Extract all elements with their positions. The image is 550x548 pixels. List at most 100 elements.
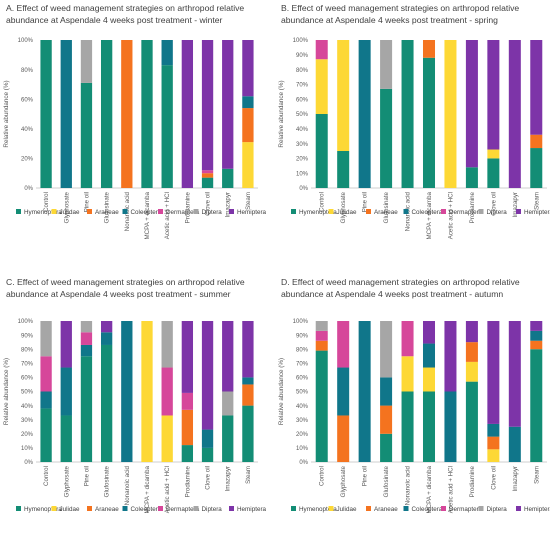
y-tick-label: 0% xyxy=(24,460,33,466)
legend-label: Coleoptera xyxy=(131,506,162,513)
bar-segment xyxy=(60,40,72,188)
bar-segment xyxy=(161,40,173,66)
bar-segment xyxy=(444,40,457,188)
bar-segment xyxy=(530,40,543,135)
x-tick-label: Imazapyr xyxy=(512,466,519,491)
y-tick-label: 100% xyxy=(18,319,34,325)
bar-segment xyxy=(201,173,214,178)
y-tick-label: 90% xyxy=(21,333,34,339)
bar-segment xyxy=(380,433,393,462)
bar-segment xyxy=(465,321,478,343)
x-tick-label: Steam xyxy=(533,192,540,210)
y-tick-label: 40% xyxy=(296,404,309,410)
legend-label: Dermaptera xyxy=(166,209,200,216)
x-tick-label: Steam xyxy=(533,466,540,484)
x-tick-label: Clove oil xyxy=(490,466,497,490)
x-tick-label: Acetic acid + HCl xyxy=(447,466,454,513)
bar-segment xyxy=(161,321,173,368)
y-tick-label: 80% xyxy=(21,347,34,353)
x-tick-label: Control xyxy=(43,192,50,212)
y-tick-label: 100% xyxy=(293,319,309,325)
x-tick-label: Pine oil xyxy=(83,192,90,212)
bar-segment xyxy=(358,321,371,462)
legend-swatch xyxy=(441,209,446,214)
bar-segment xyxy=(181,445,194,462)
bar-segment xyxy=(80,40,93,83)
bar-segment xyxy=(222,415,234,462)
y-tick-label: 0% xyxy=(24,186,33,192)
bar-segment xyxy=(80,332,93,345)
x-tick-label: Glyphosate xyxy=(63,191,70,223)
y-tick-label: 100% xyxy=(293,38,309,44)
bar-segment xyxy=(161,415,173,462)
bar-segment xyxy=(100,332,113,345)
chart-title-line: C. Effect of weed management strategies … xyxy=(6,277,245,287)
bar-segment xyxy=(242,405,254,462)
bar-segment xyxy=(242,108,254,143)
legend-swatch xyxy=(291,209,296,214)
legend-label: Hymenoptera xyxy=(24,506,62,513)
y-tick-label: 80% xyxy=(296,347,309,353)
bar-segment xyxy=(401,356,414,392)
legend-label: Dermaptera xyxy=(449,209,483,216)
bar-segment xyxy=(315,321,328,331)
x-tick-label: Pine oil xyxy=(83,466,90,486)
x-tick-label: Prodiamine xyxy=(184,465,191,497)
bar-segment xyxy=(530,134,543,149)
x-tick-label: Glufosinate xyxy=(383,191,390,223)
bar-segment xyxy=(80,344,93,357)
y-tick-label: 60% xyxy=(296,97,309,103)
x-tick-label: Clove oil xyxy=(205,466,212,490)
x-tick-label: Prodiamine xyxy=(469,465,476,497)
bar-segment xyxy=(181,392,194,410)
y-tick-label: 40% xyxy=(296,127,309,133)
x-tick-label: MCPA + dicamba xyxy=(426,465,433,513)
bar-segment xyxy=(422,343,436,368)
bar-segment xyxy=(465,167,478,188)
bar-segment xyxy=(487,321,500,424)
bar-segment xyxy=(80,82,93,188)
y-tick-label: 10% xyxy=(296,446,309,452)
x-tick-label: Pine oil xyxy=(362,466,369,486)
legend-label: Hymenoptera xyxy=(299,506,337,513)
chart-title-line: abundance at Aspendale 4 weeks post trea… xyxy=(6,289,231,299)
y-axis-label: Relative abundance (%) xyxy=(3,358,10,425)
y-tick-label: 60% xyxy=(296,376,309,382)
legend-label: Diptera xyxy=(202,506,223,513)
legend-label: Julidae xyxy=(337,209,357,216)
bar-segment xyxy=(80,321,93,333)
bar-segment xyxy=(530,349,543,462)
x-tick-label: Imazapyr xyxy=(225,192,232,217)
legend-swatch xyxy=(478,506,484,511)
y-tick-label: 30% xyxy=(296,418,309,424)
legend-swatch xyxy=(403,506,409,511)
x-tick-label: Pine oil xyxy=(362,192,369,212)
bar-segment xyxy=(337,40,350,151)
y-axis-label: Relative abundance (%) xyxy=(3,80,10,147)
bar-segment xyxy=(242,321,254,378)
y-tick-label: 70% xyxy=(21,362,34,368)
y-tick-label: 70% xyxy=(296,83,309,89)
legend-swatch xyxy=(291,506,296,511)
x-tick-label: Acetic acid + HCl xyxy=(164,192,171,239)
bar-segment xyxy=(530,340,543,350)
bar-segment xyxy=(100,40,113,188)
legend-swatch xyxy=(51,506,57,511)
x-tick-label: Imazapyr xyxy=(512,192,519,217)
bar-segment xyxy=(121,321,133,462)
bar-segment xyxy=(315,114,328,188)
y-tick-label: 90% xyxy=(296,333,309,339)
x-tick-label: Imazapyr xyxy=(225,466,232,491)
y-tick-label: 100% xyxy=(18,38,34,44)
bar-segment xyxy=(222,391,234,416)
legend-swatch xyxy=(328,506,334,511)
chart-title-line: D. Effect of weed management strategies … xyxy=(281,277,520,287)
x-tick-label: Control xyxy=(43,466,50,486)
bar-segment xyxy=(487,158,500,188)
legend-label: Julidae xyxy=(337,506,357,513)
chart-title-line: abundance at Aspendale 4 weeks post trea… xyxy=(281,15,498,25)
legend-label: Diptera xyxy=(487,209,508,216)
y-tick-label: 10% xyxy=(21,446,34,452)
bar-segment xyxy=(60,367,72,416)
